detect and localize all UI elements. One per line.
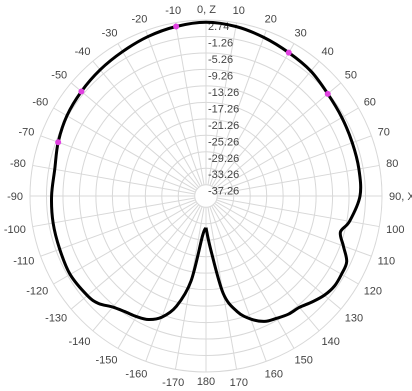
grid-spoke-130 <box>214 202 342 310</box>
angle-label-m140: -140 <box>68 336 90 348</box>
grid-spoke-80 <box>217 164 380 195</box>
angle-label-m110: -110 <box>13 256 34 268</box>
angle-label-50: 50 <box>345 70 357 82</box>
angle-label-0: 0, Z <box>197 4 216 16</box>
angle-label-10: 10 <box>233 5 245 17</box>
grid-spoke-40 <box>212 60 320 188</box>
grid-spoke-150 <box>211 205 295 349</box>
trace-marker-3 <box>78 88 85 95</box>
radial-label-3: -9.26 <box>208 70 233 82</box>
radial-label-8: -29.26 <box>208 153 239 165</box>
angle-label-m170: -170 <box>162 377 184 389</box>
angle-label-90: 90, X <box>389 191 412 203</box>
angle-label-30: 30 <box>295 27 307 39</box>
grid-spoke-120 <box>215 201 359 285</box>
angle-label-m70: -70 <box>18 126 34 138</box>
angle-label-m160: -160 <box>125 369 147 381</box>
angle-label-40: 40 <box>322 46 334 58</box>
angle-label-110: 110 <box>378 256 396 268</box>
grid-spoke-350 <box>174 22 205 185</box>
angle-label-m10: -10 <box>165 5 181 17</box>
grid-spoke-260 <box>32 197 195 228</box>
grid-spoke-20 <box>209 30 267 186</box>
angle-label-180: 180 <box>197 376 215 388</box>
angle-label-20: 20 <box>265 13 277 25</box>
grid-spoke-220 <box>92 204 200 332</box>
angle-label-100: 100 <box>386 224 404 236</box>
angle-label-140: 140 <box>322 336 340 348</box>
radial-label-4: -13.26 <box>208 87 239 99</box>
grid-spoke-290 <box>40 135 196 193</box>
grid-spoke-340 <box>145 30 203 186</box>
grid-spoke-320 <box>92 60 200 188</box>
radial-label-2: -5.26 <box>208 54 233 66</box>
radiation-pattern-line <box>50 20 363 323</box>
angle-label-170: 170 <box>230 377 248 389</box>
angle-label-m50: -50 <box>51 70 67 82</box>
grid-spoke-50 <box>214 82 342 190</box>
radial-label-7: -25.26 <box>208 136 239 148</box>
angle-label-130: 130 <box>345 313 363 325</box>
angle-label-m120: -120 <box>26 286 48 298</box>
grid-spoke-250 <box>40 199 196 257</box>
trace-marker-0 <box>173 23 180 30</box>
grid-spoke-280 <box>32 164 195 195</box>
angle-label-m130: -130 <box>45 313 67 325</box>
radial-label-9: -33.26 <box>208 169 239 181</box>
trace-marker-2 <box>324 90 331 97</box>
grid-spoke-190 <box>174 207 205 370</box>
angle-label-150: 150 <box>295 355 313 367</box>
angle-label-m30: -30 <box>102 27 118 39</box>
angle-label-m40: -40 <box>75 46 91 58</box>
trace-markers <box>55 23 331 146</box>
grid-spoke-210 <box>117 205 201 349</box>
angle-label-m60: -60 <box>32 97 48 109</box>
trace-marker-4 <box>55 139 62 146</box>
angle-label-160: 160 <box>265 369 283 381</box>
radial-label-6: -21.26 <box>208 120 239 132</box>
angle-tick-labels: 0, Z 10 20 30 40 50 60 70 80 90, X 100 110 120 130 140… <box>4 4 412 389</box>
angle-label-m100: -100 <box>4 224 26 236</box>
grid-spoke-230 <box>70 202 198 310</box>
angle-label-m80: -80 <box>10 158 26 170</box>
grid-spoke-10 <box>207 22 238 185</box>
polar-grid <box>29 19 383 373</box>
grid-spoke-160 <box>209 206 267 362</box>
trace-marker-1 <box>285 49 292 56</box>
grid-spoke-310 <box>70 82 198 190</box>
grid-spoke-110 <box>216 199 372 257</box>
grid-spoke-60 <box>215 107 359 191</box>
grid-spoke-330 <box>117 43 201 187</box>
grid-spoke-200 <box>145 206 203 362</box>
radial-label-10: -37.26 <box>208 186 239 198</box>
grid-spoke-240 <box>53 201 197 285</box>
radial-tick-labels: 2.74-1.26-5.26-9.26-13.26-17.26-21.26-25… <box>208 21 239 198</box>
angle-label-m90: -90 <box>7 191 23 203</box>
grid-spoke-30 <box>211 43 295 187</box>
radial-label-1: -1.26 <box>208 38 233 50</box>
grid-spoke-140 <box>212 204 320 332</box>
grid-spoke-70 <box>216 135 372 193</box>
grid-spoke-300 <box>53 107 197 191</box>
angle-label-120: 120 <box>364 286 382 298</box>
radial-label-5: -17.26 <box>208 103 239 115</box>
angle-label-70: 70 <box>378 126 390 138</box>
angle-label-60: 60 <box>364 97 376 109</box>
angle-label-m150: -150 <box>95 355 117 367</box>
grid-spoke-100 <box>217 197 380 228</box>
angle-label-m20: -20 <box>131 13 147 25</box>
angle-label-80: 80 <box>386 158 398 170</box>
